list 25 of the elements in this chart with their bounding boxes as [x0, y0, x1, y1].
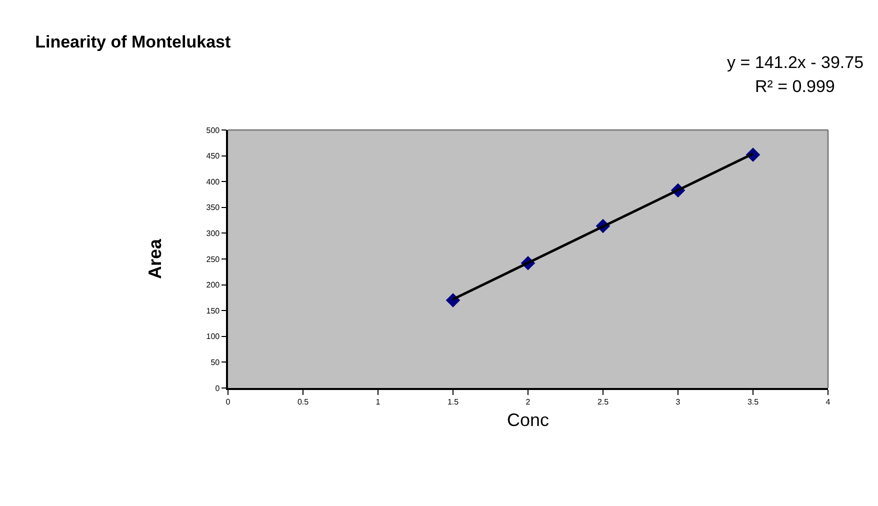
y-tick-label: 50 — [210, 358, 220, 367]
text: R² = 0.999 — [755, 77, 835, 96]
x-tick-label: 3 — [676, 397, 681, 406]
y-tick-label: 0 — [215, 384, 220, 393]
y-tick-label: 150 — [206, 306, 220, 316]
x-tick-label: 1.5 — [447, 397, 460, 406]
y-axis-title: Area — [144, 238, 165, 280]
text: y = 141.2x - 39.75 — [727, 53, 864, 72]
y-tick-label: 100 — [206, 332, 220, 342]
x-tick-label: 2 — [526, 397, 531, 406]
y-tick-label: 350 — [206, 203, 220, 212]
y-tick-label: 250 — [206, 254, 220, 264]
y-tick-label: 400 — [206, 177, 220, 186]
y-tick-label: 450 — [206, 152, 220, 161]
x-tick-label: 4 — [826, 397, 831, 406]
x-tick-label: 2.5 — [597, 397, 610, 406]
y-tick-label: 500 — [206, 126, 220, 135]
x-axis-title: Conc — [506, 410, 550, 430]
x-tick-label: 1 — [376, 397, 381, 406]
y-tick-label: 300 — [206, 229, 220, 238]
x-tick-label: 0 — [226, 397, 231, 406]
y-tick-label: 200 — [206, 280, 220, 290]
x-tick-label: 3.5 — [747, 397, 760, 406]
chart-title: Linearity of Montelukast — [35, 32, 231, 52]
x-tick-label: 0.5 — [297, 397, 310, 406]
